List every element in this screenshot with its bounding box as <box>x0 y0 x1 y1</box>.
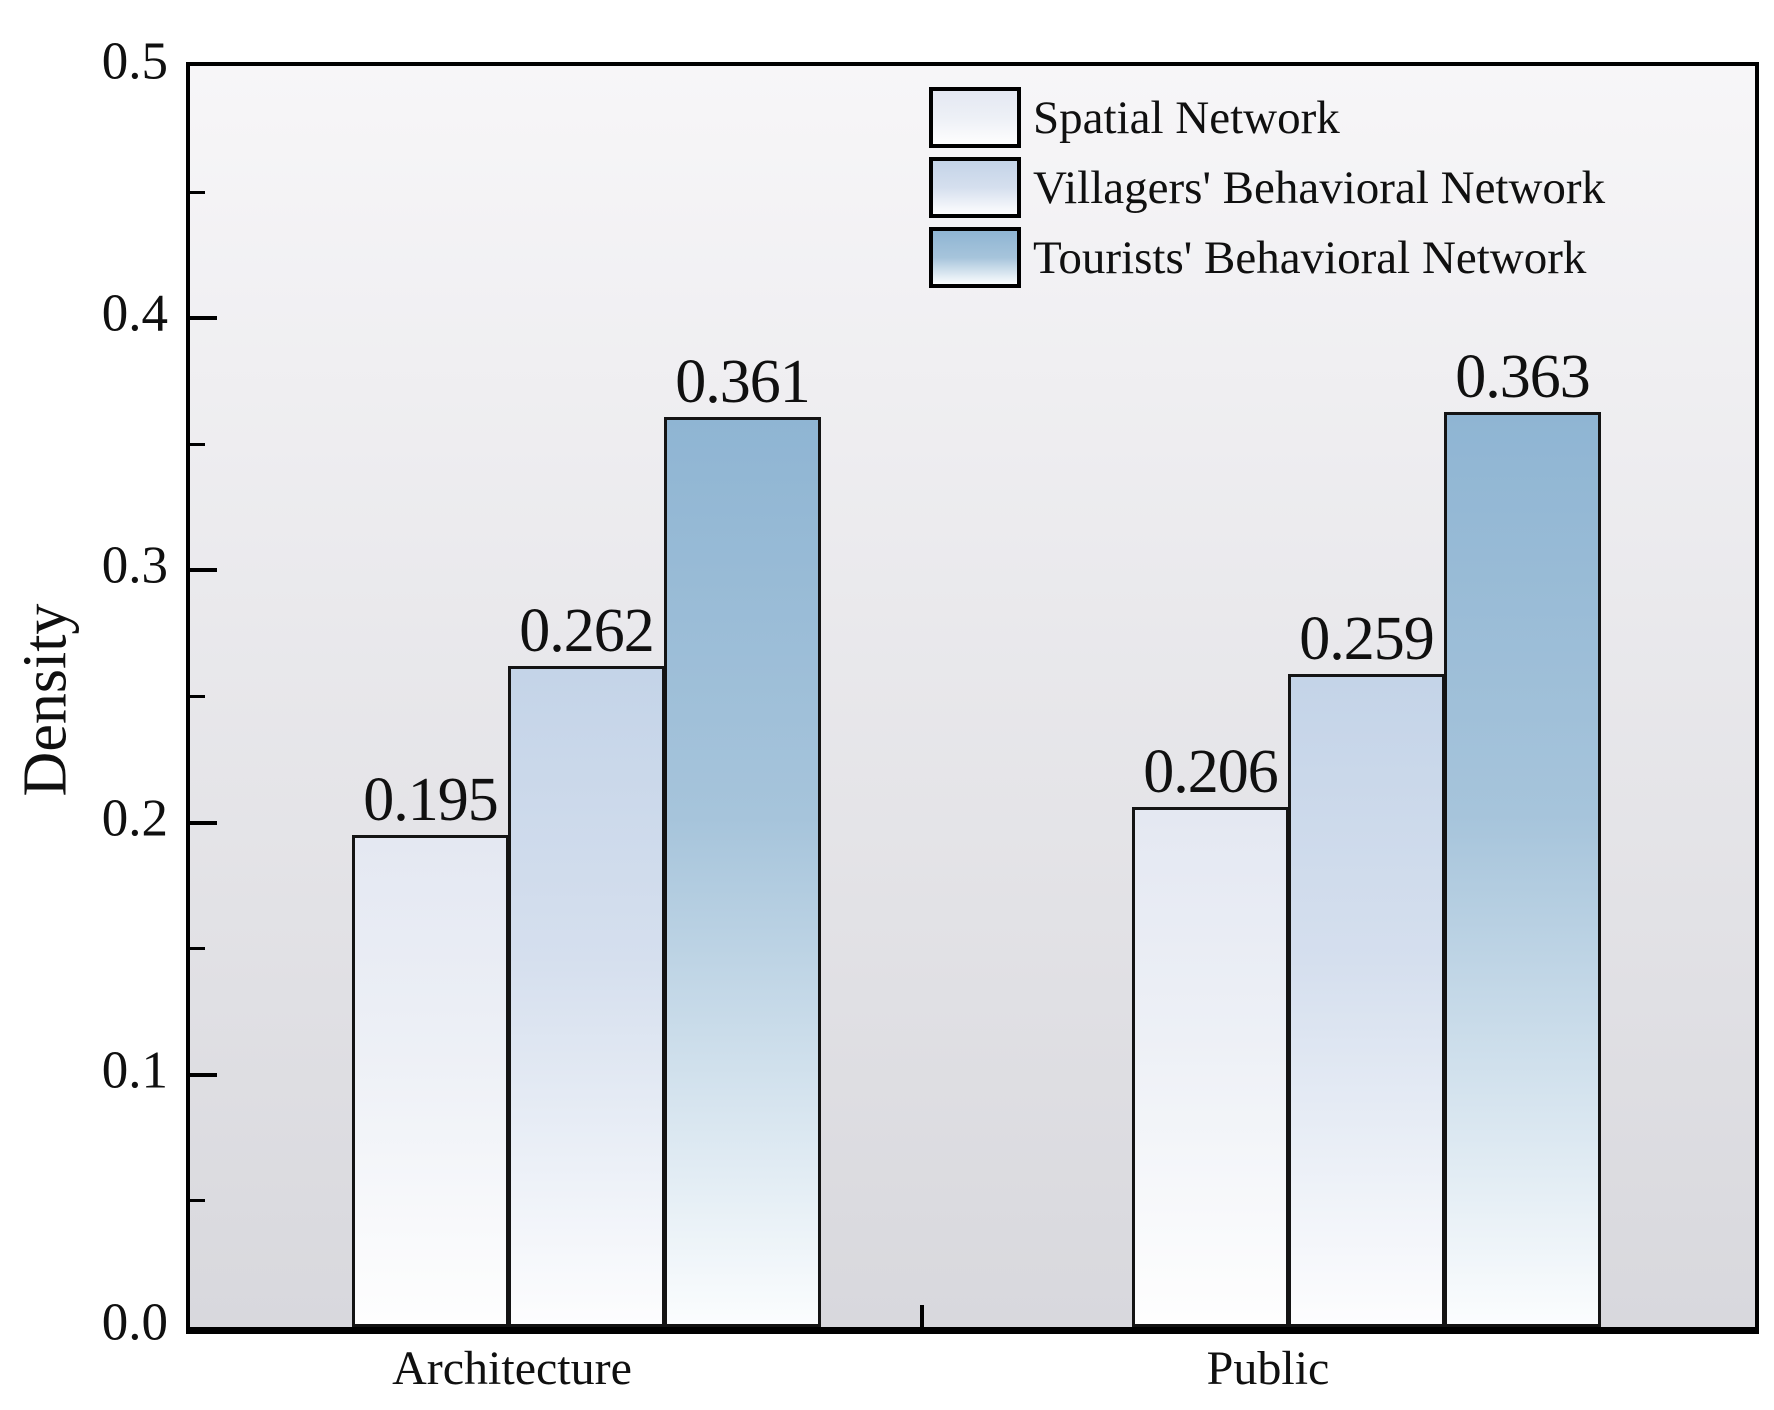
y-minor-tick <box>190 695 205 698</box>
y-tick-label: 0.0 <box>101 1293 168 1352</box>
y-tick-label: 0.5 <box>101 32 168 91</box>
legend: Spatial Network Villagers' Behavioral Net… <box>929 87 1749 299</box>
bar-value-label: 0.259 <box>1299 605 1435 673</box>
legend-item-tourists-behavioral-network: Tourists' Behavioral Network <box>929 227 1749 288</box>
y-minor-tick <box>190 443 205 446</box>
x-boundary-tick <box>920 1305 924 1327</box>
x-category-label-architecture: Architecture <box>392 1342 632 1395</box>
bar-architecture-tourists-behavioral-network <box>664 417 821 1327</box>
legend-swatch <box>929 87 1021 148</box>
legend-item-spatial-network: Spatial Network <box>929 87 1749 148</box>
legend-item-villagers-behavioral-network: Villagers' Behavioral Network <box>929 157 1749 218</box>
y-major-tick <box>190 568 217 572</box>
legend-label: Villagers' Behavioral Network <box>1033 161 1606 214</box>
y-tick-label: 0.2 <box>101 789 168 848</box>
y-minor-tick <box>190 947 205 950</box>
plot-area: 0.195 0.262 0.361 0.206 0.259 0.363 Spatial N… <box>186 62 1759 1334</box>
bar-value-label: 0.262 <box>519 597 655 665</box>
y-minor-tick <box>190 191 205 194</box>
legend-swatch <box>929 227 1021 288</box>
bar-value-label: 0.363 <box>1455 343 1591 411</box>
bar-value-label: 0.206 <box>1143 738 1279 806</box>
y-major-tick <box>190 316 217 320</box>
y-major-tick <box>190 821 217 825</box>
legend-swatch <box>929 157 1021 218</box>
y-axis-title: Density <box>11 603 80 797</box>
bar-architecture-spatial-network <box>352 835 509 1327</box>
y-tick-label: 0.3 <box>101 536 168 595</box>
bar-value-label: 0.361 <box>675 348 811 416</box>
x-category-label-public: Public <box>1206 1342 1330 1395</box>
legend-label: Tourists' Behavioral Network <box>1033 231 1587 284</box>
bar-public-tourists-behavioral-network <box>1444 412 1601 1327</box>
bar-architecture-villagers-behavioral-network <box>508 666 665 1327</box>
y-tick-label: 0.4 <box>101 284 168 343</box>
y-minor-tick <box>190 1199 205 1202</box>
bar-public-spatial-network <box>1132 807 1289 1327</box>
bar-value-label: 0.195 <box>363 766 499 834</box>
y-major-tick <box>190 1073 217 1077</box>
y-tick-label: 0.1 <box>101 1041 168 1100</box>
legend-label: Spatial Network <box>1033 91 1340 144</box>
bar-public-villagers-behavioral-network <box>1288 674 1445 1327</box>
